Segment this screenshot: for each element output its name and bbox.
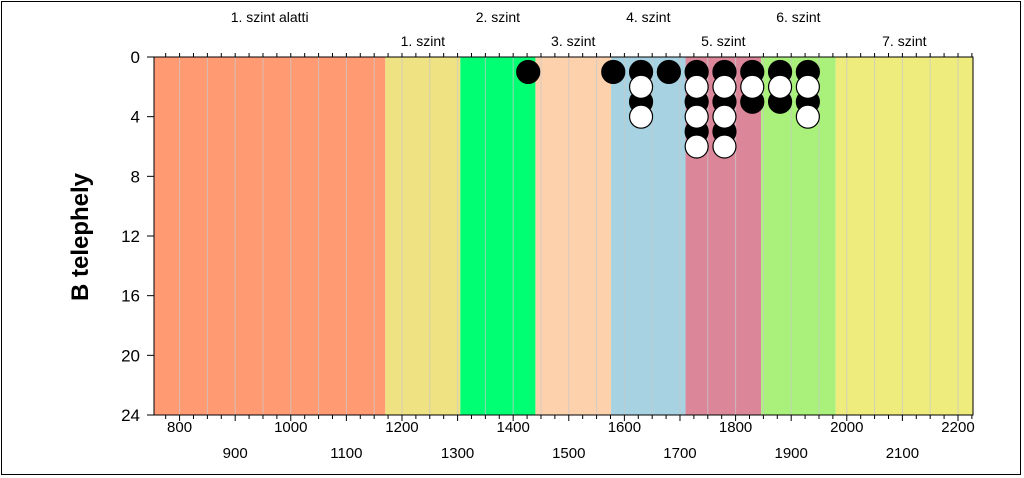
y-tick-label: 20 bbox=[121, 346, 140, 365]
data-point-open bbox=[712, 74, 737, 99]
data-point-open bbox=[795, 104, 820, 129]
data-point-open bbox=[795, 74, 820, 99]
x-tick-label: 900 bbox=[223, 445, 248, 462]
x-tick-label: 1400 bbox=[496, 419, 529, 436]
axes bbox=[147, 53, 974, 421]
x-tick-label: 2200 bbox=[941, 419, 974, 436]
y-tick-label: 12 bbox=[121, 227, 140, 246]
data-point-filled bbox=[601, 59, 626, 85]
zone-label-7: 6. szint bbox=[776, 9, 820, 25]
data-point-open bbox=[767, 74, 793, 99]
x-tick-label: 1100 bbox=[330, 445, 362, 462]
y-axis-title: B telephely bbox=[67, 172, 94, 301]
data-point-open bbox=[684, 104, 709, 129]
y-tick-label: 0 bbox=[131, 48, 140, 67]
y-tick-label: 8 bbox=[131, 167, 140, 186]
zone-band-3 bbox=[460, 57, 536, 415]
zone-label-8: 7. szint bbox=[882, 33, 926, 49]
x-tick-label: 1200 bbox=[385, 419, 418, 436]
x-tick-label: 1900 bbox=[774, 445, 807, 462]
zone-label-2: 1. szint bbox=[401, 33, 445, 49]
data-point-open bbox=[684, 134, 709, 159]
x-tick-label: 1500 bbox=[552, 445, 585, 462]
x-tick-label: 1000 bbox=[274, 419, 307, 436]
data-point-filled bbox=[656, 59, 681, 85]
data-point-open bbox=[684, 74, 709, 99]
x-tick-label: 2100 bbox=[886, 445, 919, 462]
labels: 1. szint alatti 1. szint 2. szint 3. szint 4… bbox=[121, 9, 975, 462]
data-point-open bbox=[628, 74, 654, 99]
x-tick-label: 2000 bbox=[830, 419, 863, 436]
zone-band-4 bbox=[535, 57, 612, 415]
x-tick-label: 800 bbox=[167, 419, 192, 436]
zone-bands bbox=[154, 57, 973, 415]
data-points bbox=[516, 59, 820, 159]
zone-band-8 bbox=[835, 57, 973, 415]
x-tick-label: 1300 bbox=[441, 445, 474, 462]
zone-band-1 bbox=[154, 57, 386, 415]
zone-label-5: 4. szint bbox=[626, 9, 670, 25]
zone-label-1: 1. szint alatti bbox=[231, 9, 309, 25]
x-tick-label: 1600 bbox=[608, 419, 641, 436]
data-point-filled bbox=[516, 59, 541, 85]
x-tick-label: 1800 bbox=[719, 419, 752, 436]
zone-label-3: 2. szint bbox=[476, 9, 520, 25]
data-point-open bbox=[628, 104, 654, 129]
zone-label-6: 5. szint bbox=[701, 33, 745, 49]
data-point-open bbox=[712, 134, 737, 159]
zone-band-2 bbox=[385, 57, 461, 415]
y-tick-label: 24 bbox=[121, 406, 140, 425]
data-point-open bbox=[740, 74, 765, 99]
y-tick-label: 4 bbox=[131, 108, 140, 127]
data-point-open bbox=[712, 104, 737, 129]
zone-label-4: 3. szint bbox=[551, 33, 595, 49]
y-tick-label: 16 bbox=[121, 287, 140, 306]
x-tick-label: 1700 bbox=[663, 445, 696, 462]
